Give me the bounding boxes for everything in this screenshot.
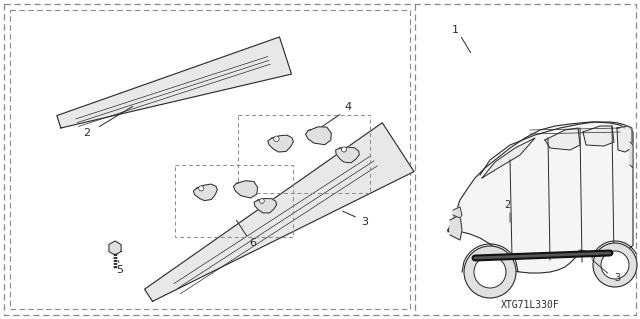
Polygon shape: [450, 215, 462, 240]
Bar: [175, 165, 293, 237]
Text: 1: 1: [451, 25, 458, 35]
Circle shape: [464, 246, 516, 298]
Polygon shape: [234, 181, 258, 198]
Polygon shape: [545, 128, 580, 150]
Text: 3: 3: [362, 217, 369, 227]
Polygon shape: [335, 147, 359, 163]
Bar: [238, 115, 370, 193]
Text: XTG71L330F: XTG71L330F: [500, 300, 559, 310]
Text: 5: 5: [116, 265, 124, 275]
Circle shape: [198, 186, 204, 191]
Polygon shape: [482, 138, 535, 178]
Circle shape: [342, 147, 346, 152]
Text: 3: 3: [614, 273, 620, 283]
Polygon shape: [57, 37, 291, 128]
Polygon shape: [109, 241, 121, 255]
Text: 2: 2: [504, 200, 510, 210]
Circle shape: [259, 199, 264, 204]
Polygon shape: [193, 184, 218, 201]
Circle shape: [593, 243, 637, 287]
Polygon shape: [617, 126, 632, 152]
Polygon shape: [453, 207, 462, 218]
Bar: [10, 10, 410, 309]
Text: 2: 2: [83, 128, 91, 138]
Polygon shape: [583, 126, 614, 146]
Polygon shape: [305, 127, 332, 145]
Polygon shape: [145, 123, 414, 301]
Text: 4: 4: [344, 102, 351, 112]
Polygon shape: [448, 122, 633, 273]
Polygon shape: [254, 198, 276, 213]
Circle shape: [474, 256, 506, 288]
Circle shape: [601, 251, 629, 279]
Text: 6: 6: [250, 238, 257, 248]
Circle shape: [274, 136, 279, 142]
Polygon shape: [268, 135, 293, 152]
Polygon shape: [630, 142, 633, 168]
